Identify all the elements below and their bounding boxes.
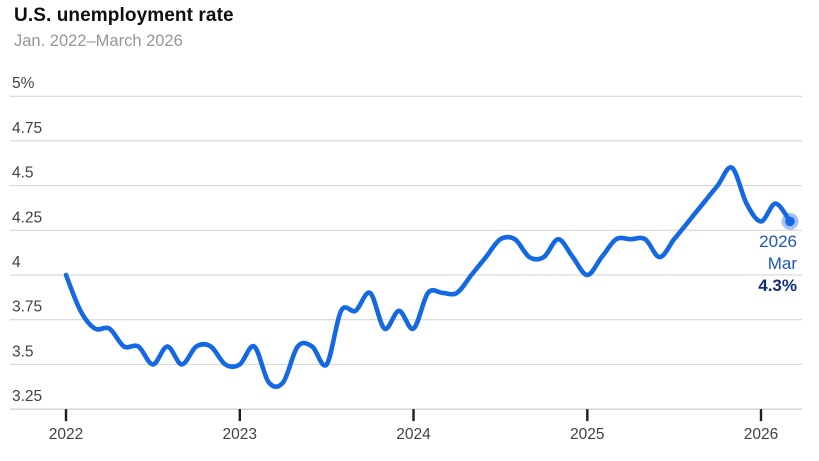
unemployment-trend-line <box>63 165 793 389</box>
x-tick-label: 2026 <box>744 426 778 443</box>
x-tick-label: 2023 <box>223 426 257 443</box>
chart-title: U.S. unemployment rate <box>14 5 234 26</box>
y-tick-label: 3.5 <box>12 343 34 360</box>
y-tick-label: 4.5 <box>12 165 34 182</box>
y-tick-label: 4.25 <box>12 209 42 226</box>
annotation-year: 2026 <box>759 232 797 251</box>
annotation-value: 4.3% <box>758 276 797 295</box>
annotation-month: Mar <box>767 254 797 273</box>
x-tick-label: 2024 <box>396 426 431 443</box>
y-tick-label: 4 <box>12 254 21 271</box>
chart-subtitle: Jan. 2022–March 2026 <box>14 32 183 50</box>
end-point-dot <box>785 216 795 227</box>
x-tick-label: 2022 <box>49 426 83 443</box>
latest-value-annotation: 2026 Mar 4.3% <box>758 231 797 297</box>
y-tick-label: 5% <box>12 75 35 92</box>
x-tick-label: 2025 <box>570 426 604 443</box>
y-tick-label: 3.25 <box>12 388 42 405</box>
y-tick-label: 3.75 <box>12 299 42 316</box>
y-tick-label: 4.75 <box>12 120 42 137</box>
